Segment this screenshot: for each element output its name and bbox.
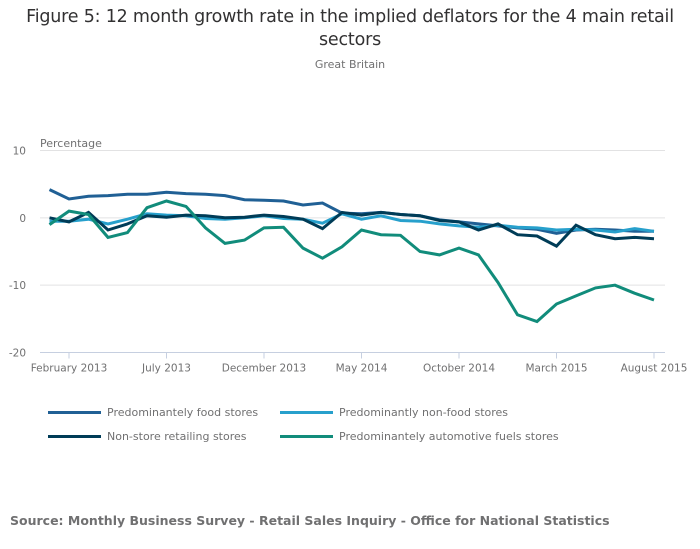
legend-label: Non-store retailing stores — [107, 430, 247, 443]
y-tick-label: 10 — [13, 146, 26, 158]
series-line-2[interactable] — [49, 210, 655, 248]
y-tick-label: -10 — [9, 280, 26, 292]
legend-item[interactable]: Non-store retailing stores — [48, 430, 247, 443]
legend-item[interactable]: Predominantely food stores — [48, 406, 258, 419]
y-axis-label: Percentage — [40, 137, 102, 150]
legend-item[interactable]: Predominantly non-food stores — [280, 406, 508, 419]
x-axis: February 2013 July 2013 December 2013 May 2… — [31, 352, 688, 375]
x-tick-label: October 2014 — [423, 363, 495, 375]
series-lines — [48, 188, 655, 324]
legend-swatch — [280, 435, 333, 438]
legend-item[interactable]: Predominantely automotive fuels stores — [280, 430, 559, 443]
chart-subtitle: Great Britain — [314, 58, 386, 71]
x-tick-label: February 2013 — [31, 363, 108, 375]
legend-label: Predominantely food stores — [107, 406, 259, 419]
series-line-3[interactable] — [48, 199, 655, 324]
legend-swatch — [48, 435, 101, 438]
legend-swatch — [48, 411, 101, 414]
y-tick-label: 0 — [19, 213, 26, 225]
line-chart: 10 0 -10 -20 February 2013 July 2013 December… — [9, 137, 688, 375]
x-tick-label: August 2015 — [621, 363, 688, 375]
x-tick-label: December 2013 — [222, 363, 307, 375]
legend-label: Predominantely automotive fuels stores — [339, 430, 559, 443]
x-tick-label: March 2015 — [525, 363, 587, 375]
source-note: Source: Monthly Business Survey - Retail… — [10, 513, 610, 528]
legend-swatch — [280, 411, 333, 414]
grid-lines — [40, 150, 665, 353]
series-line-1[interactable] — [49, 212, 655, 234]
legend-label: Predominantly non-food stores — [339, 406, 509, 419]
x-tick-label: May 2014 — [336, 363, 388, 375]
y-axis-ticks: 10 0 -10 -20 — [9, 146, 26, 360]
x-tick-label: July 2013 — [141, 363, 191, 375]
chart-title: Figure 5: 12 month growth rate in the im… — [26, 7, 674, 50]
y-tick-label: -20 — [9, 348, 26, 360]
series-line-0[interactable] — [48, 188, 655, 235]
